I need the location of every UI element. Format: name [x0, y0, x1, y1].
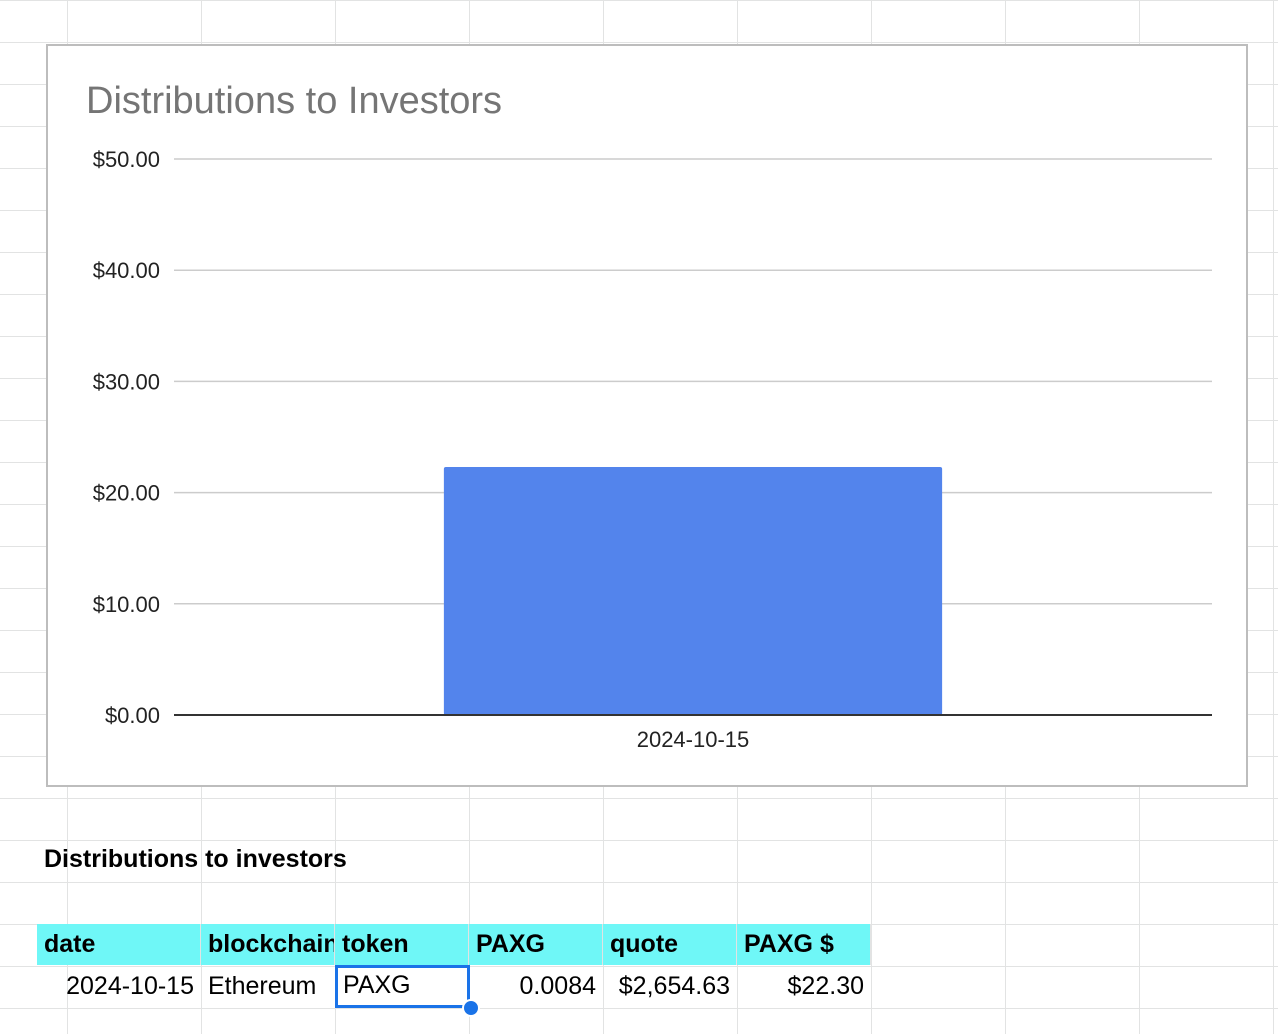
cell-quote[interactable]: $2,654.63 [618, 972, 730, 1000]
header-date[interactable]: date [37, 924, 201, 965]
chart-plot-area: $0.00 $10.00 $20.00 $30.00 $40.00 $50.00 2024-… [93, 147, 1212, 752]
y-tick-label: $30.00 [93, 369, 160, 394]
fill-handle[interactable] [462, 999, 480, 1017]
cell-token-selected[interactable]: PAXG [335, 965, 470, 1008]
cell-date[interactable]: 2024-10-15 [66, 972, 194, 1000]
y-tick-label: $20.00 [93, 481, 160, 506]
chart[interactable]: Distributions to Investors $0.00 $10.00 $2… [46, 44, 1248, 787]
header-paxg[interactable]: PAXG [469, 924, 603, 965]
chart-title: Distributions to Investors [86, 80, 503, 122]
y-tick-label: $10.00 [93, 592, 160, 617]
section-title: Distributions to investors [44, 845, 347, 873]
header-quote[interactable]: quote [603, 924, 737, 965]
y-tick-label: $50.00 [93, 147, 160, 172]
x-tick-label: 2024-10-15 [637, 727, 750, 752]
y-tick-label: $0.00 [105, 703, 160, 728]
y-tick-label: $40.00 [93, 258, 160, 283]
header-paxg-usd[interactable]: PAXG $ [737, 924, 871, 965]
header-token[interactable]: token [335, 924, 469, 965]
cell-paxg-usd[interactable]: $22.30 [787, 972, 864, 1000]
cell-blockchain[interactable]: Ethereum [208, 972, 317, 1000]
header-blockchain[interactable]: blockchain [201, 924, 335, 965]
cell-paxg[interactable]: 0.0084 [519, 972, 596, 1000]
bar [443, 467, 943, 715]
